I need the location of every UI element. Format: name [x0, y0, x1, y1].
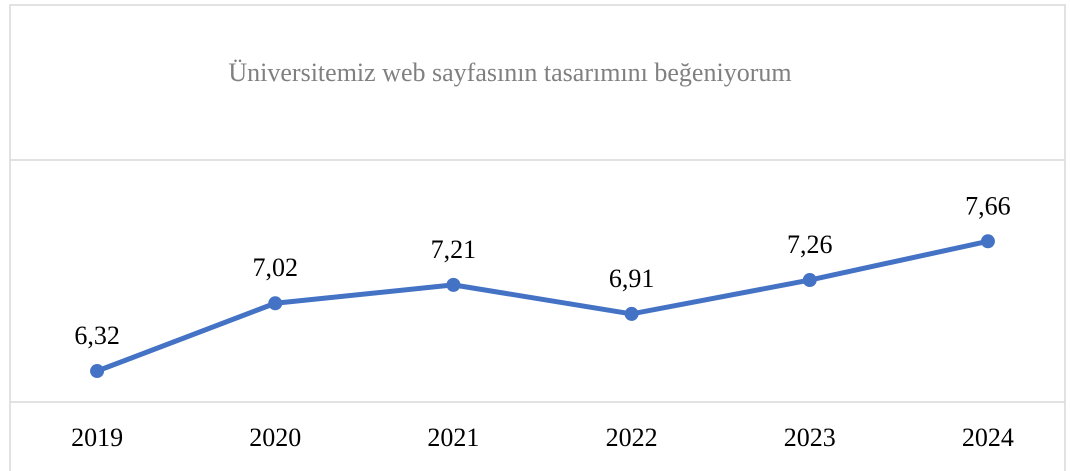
line-series	[94, 238, 991, 374]
data-label: 6,32	[74, 321, 120, 350]
x-tick-label: 2020	[249, 423, 301, 452]
chart-title: Üniversitemiz web sayfasının tasarımını …	[228, 58, 791, 87]
data-label: 6,91	[609, 264, 655, 293]
x-tick-label: 2023	[784, 423, 836, 452]
x-tick-label: 2021	[427, 423, 479, 452]
data-label: 7,02	[253, 253, 299, 282]
marker	[980, 234, 995, 249]
marker	[446, 277, 461, 292]
marker	[802, 273, 817, 288]
data-label: 7,26	[787, 230, 833, 259]
marker	[624, 306, 639, 321]
x-tick-label: 2019	[71, 423, 123, 452]
data-label: 7,66	[965, 191, 1011, 220]
data-label: 7,21	[431, 235, 477, 264]
x-tick-label: 2022	[606, 423, 658, 452]
x-tick-label: 2024	[962, 423, 1014, 452]
marker	[268, 296, 283, 311]
chart-border	[9, 4, 1066, 471]
marker	[90, 364, 105, 379]
